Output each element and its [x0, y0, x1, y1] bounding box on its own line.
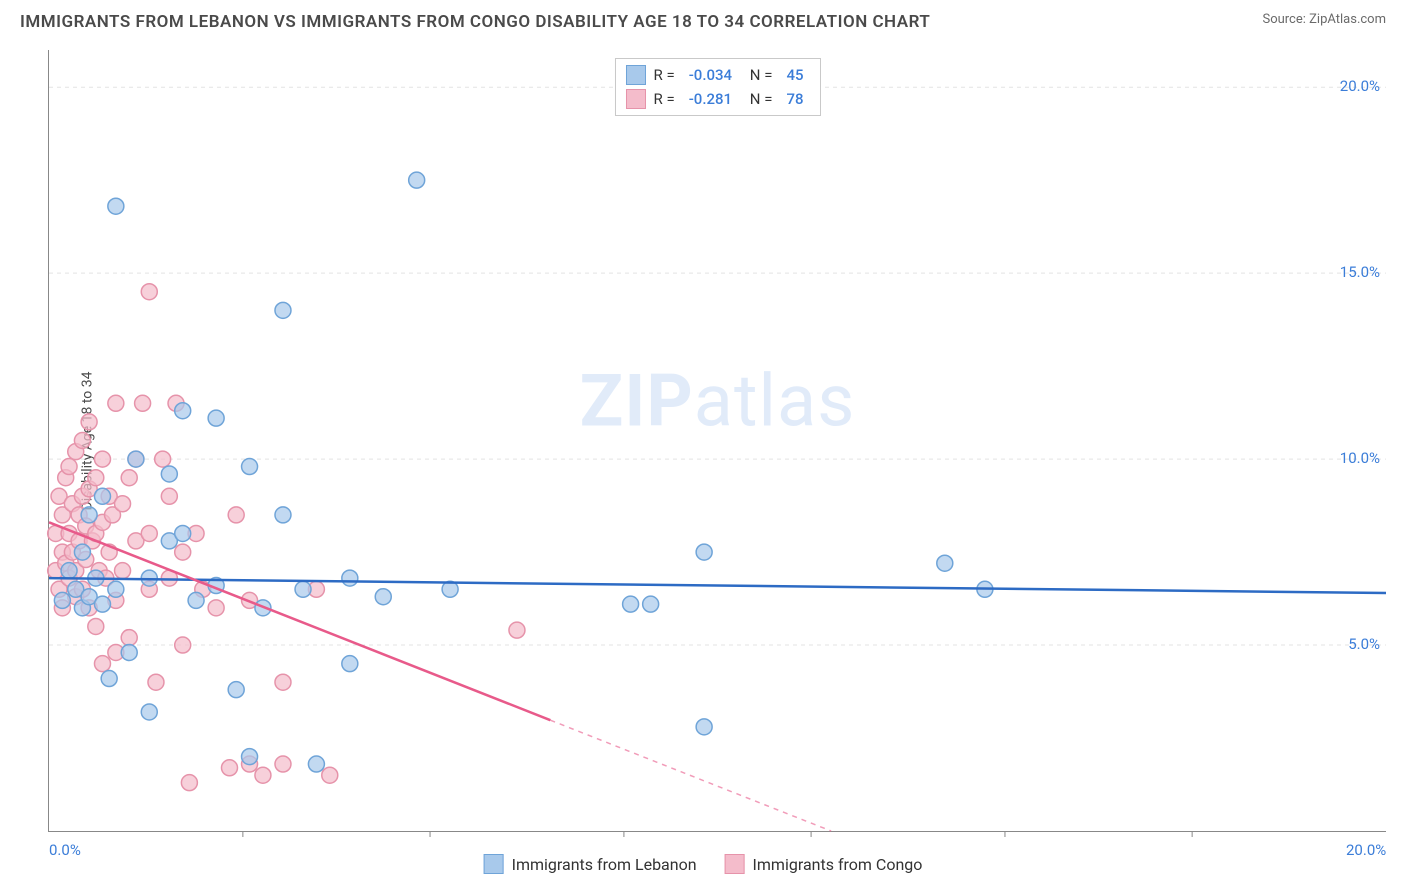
chart-title: IMMIGRANTS FROM LEBANON VS IMMIGRANTS FR…: [20, 12, 930, 32]
swatch-congo: [625, 89, 645, 109]
chart-container: Disability Age 18 to 34 R = -0.034 N = 4…: [48, 50, 1386, 832]
y-tick-label: 10.0%: [1340, 449, 1380, 467]
swatch-congo-bottom: [725, 854, 745, 874]
legend-item-lebanon: Immigrants from Lebanon: [484, 854, 697, 874]
x-tick-label: 20.0%: [1346, 841, 1386, 859]
legend-row-congo: R = -0.281 N = 78: [625, 87, 809, 111]
legend-item-congo: Immigrants from Congo: [725, 854, 923, 874]
y-tick-label: 5.0%: [1348, 635, 1380, 653]
legend-row-lebanon: R = -0.034 N = 45: [625, 63, 809, 87]
swatch-lebanon-bottom: [484, 854, 504, 874]
source-attribution: Source: ZipAtlas.com: [1262, 12, 1386, 27]
scatter-plot: R = -0.034 N = 45 R = -0.281 N = 78 ZIPa…: [48, 50, 1386, 832]
correlation-legend: R = -0.034 N = 45 R = -0.281 N = 78: [614, 58, 820, 116]
y-tick-label: 15.0%: [1340, 263, 1380, 281]
y-tick-label: 20.0%: [1340, 77, 1380, 95]
x-tick-label: 0.0%: [49, 841, 81, 859]
plot-svg: [49, 50, 1386, 831]
swatch-lebanon: [625, 65, 645, 85]
bottom-legend: Immigrants from Lebanon Immigrants from …: [484, 854, 923, 874]
